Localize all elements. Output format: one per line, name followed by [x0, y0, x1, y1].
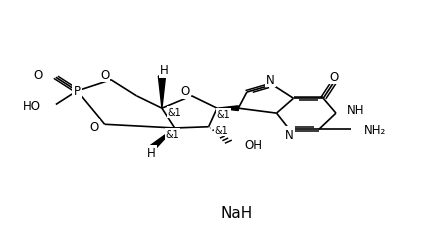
Text: H: H — [147, 147, 156, 160]
Text: NH₂: NH₂ — [363, 123, 386, 136]
Text: NH: NH — [347, 104, 364, 116]
Text: N: N — [266, 73, 274, 86]
Text: HO: HO — [23, 100, 41, 113]
Text: H: H — [160, 64, 169, 77]
Text: O: O — [100, 69, 109, 82]
Text: N: N — [285, 128, 294, 141]
Text: NaH: NaH — [220, 205, 252, 220]
Text: OH: OH — [245, 138, 263, 151]
Text: P: P — [74, 85, 80, 98]
Text: O: O — [329, 71, 338, 84]
Text: &1: &1 — [166, 130, 179, 140]
Text: &1: &1 — [215, 126, 228, 136]
Text: &1: &1 — [168, 107, 181, 117]
Text: O: O — [181, 85, 190, 98]
Text: O: O — [89, 121, 98, 134]
Polygon shape — [150, 129, 175, 148]
Text: O: O — [34, 69, 43, 82]
Text: &1: &1 — [217, 110, 230, 120]
Polygon shape — [217, 106, 238, 111]
Polygon shape — [158, 77, 166, 109]
